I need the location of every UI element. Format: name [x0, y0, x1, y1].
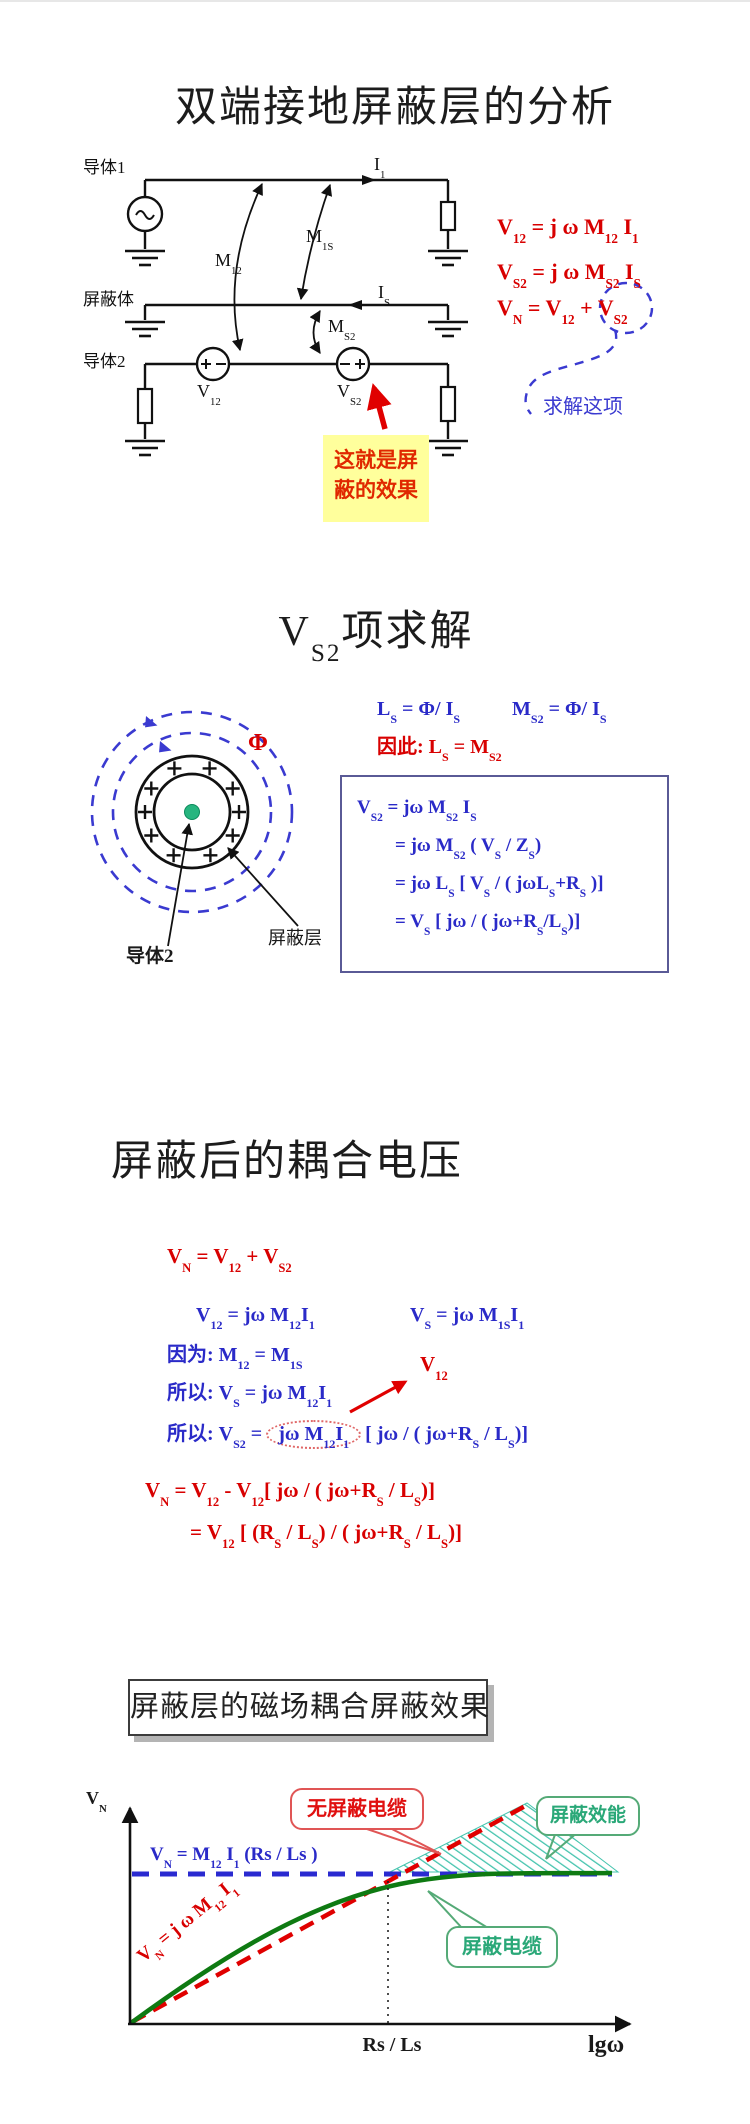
- current1-label: I1: [374, 154, 386, 181]
- v12-pointer-arrow: [349, 1380, 408, 1414]
- eq-vs-def: VS = jω M1SI1: [410, 1304, 525, 1333]
- resistor-icon: [439, 385, 457, 423]
- voltage-source-v12-icon: [195, 346, 231, 382]
- slide3-title: 屏蔽后的耦合电压: [110, 1139, 463, 1185]
- derivation-line: VS2 = jω MS2 IS: [357, 797, 477, 824]
- flux-line-outer: [90, 710, 294, 914]
- derivation-line: = jω MS2 ( VS / ZS): [395, 835, 542, 862]
- slide4-title: 屏蔽层的磁场耦合屏蔽效果: [128, 1679, 489, 1736]
- conductor2-dot-icon: [184, 804, 200, 820]
- slide1-title: 双端接地屏蔽层的分析: [175, 85, 616, 131]
- flux-label: Φ: [248, 730, 268, 756]
- vs2-source-label: VS2: [337, 381, 362, 408]
- equation-vs2: VS2 = j ω MS2 IS: [497, 259, 641, 292]
- x-tick-label: Rs / Ls: [362, 2034, 422, 2056]
- shield-current-label: IS: [378, 282, 391, 309]
- x-axis-label: lgω: [588, 2032, 625, 2058]
- voltage-source-vs2-icon: [335, 346, 371, 382]
- v12-reference-label: V12: [420, 1352, 448, 1383]
- eq-vn-sum: VN = V12 + VS2: [167, 1244, 292, 1275]
- slide2-title: VS2项求解: [278, 609, 474, 668]
- resistor-icon: [439, 200, 457, 232]
- derivation-line: = VS [ jω / ( jω+RS/LS)]: [395, 911, 581, 938]
- effectiveness-callout-tail: [545, 1831, 579, 1860]
- shielding-effect-graph: [121, 1802, 632, 2033]
- flux-arrow-icon: [145, 716, 158, 728]
- equation-vn: VN = V12 + VS2: [497, 295, 628, 328]
- eq-so1: 所以: VS = jω M12I1: [167, 1382, 333, 1411]
- shield-wire: [143, 303, 450, 320]
- solve-pointer-dashed-curve: [524, 329, 618, 415]
- cable-cross-section-diagram: [90, 710, 299, 947]
- mutual-m1s-arrow: [296, 183, 333, 301]
- shield-current-arrow-icon: [348, 300, 362, 310]
- shield-effect-highlight: 这就是屏 蔽的效果: [323, 435, 429, 522]
- shield-layer-label: 屏蔽层: [268, 928, 322, 948]
- shield-label: 屏蔽体: [83, 290, 134, 309]
- shield-outer-circle: [134, 754, 250, 870]
- v12-polarity-icon: [201, 359, 226, 369]
- conductor1-label: 导体1: [83, 158, 126, 177]
- ground-icon: [123, 439, 167, 457]
- mutual-m12-arrow: [231, 182, 263, 352]
- vs2-polarity-icon: [340, 359, 365, 369]
- unshielded-dashed-line: [130, 1803, 529, 2024]
- eq-so2-lead: 所以: VS2 =: [167, 1423, 263, 1452]
- circuit-diagram: [123, 175, 654, 457]
- derivation-line: = jω LS [ VS / ( jωLS+RS )]: [395, 873, 604, 900]
- mutual-m1s-label: M1S: [306, 226, 334, 253]
- conductor1-wire: [143, 178, 450, 249]
- solve-note: 求解这项: [543, 396, 623, 418]
- eq-v12-def: V12 = jω M12I1: [196, 1304, 315, 1333]
- conductor2-label: 导体2: [83, 352, 126, 371]
- shield-charge-plus-icons: [138, 761, 246, 863]
- derivation-box: VS2 = jω MS2 IS = jω MS2 ( VS / ZS) = jω…: [340, 775, 669, 973]
- conductor2-cross-label: 导体2: [126, 946, 174, 967]
- shield-effect-arrow-icon: [367, 383, 392, 430]
- shield-inner-circle: [152, 772, 232, 852]
- eq-vn-expanded1: VN = V12 - V12[ jω / ( jω+RS / LS)]: [145, 1478, 436, 1509]
- highlight-line: 蔽的效果: [334, 478, 418, 503]
- unshielded-callout-tail: [357, 1825, 442, 1855]
- equation-v12: V12 = j ω M12 I1: [497, 214, 639, 247]
- ground-icon: [123, 249, 167, 267]
- ground-icon: [426, 439, 470, 457]
- shielded-callout-tail: [427, 1890, 489, 1929]
- ground-icon: [426, 249, 470, 267]
- eq-so2-circled-term: jω M12I1: [266, 1420, 362, 1450]
- y-axis-label: VN: [86, 1788, 107, 1815]
- unshielded-callout: 无屏蔽电缆: [290, 1788, 424, 1830]
- eq-vn-expanded2: = V12 [ (RS / LS) / ( jω+RS / LS)]: [190, 1520, 463, 1551]
- resistor-icon: [136, 387, 154, 425]
- flux-arrow-icon: [159, 741, 172, 753]
- eq-because: 因为: M12 = M1S: [167, 1344, 303, 1373]
- conductor2-pointer-arrow: [167, 822, 193, 947]
- shielded-callout: 屏蔽电缆: [446, 1926, 558, 1968]
- flux-line-inner: [111, 731, 273, 893]
- eq-so2: 所以: VS2 = jω M12I1[ jω / ( jω+RS / LS)]: [167, 1420, 529, 1452]
- mutual-m12-label: M12: [215, 250, 242, 277]
- highlight-line: 这就是屏: [334, 448, 418, 472]
- shielded-curve: [129, 1870, 613, 2025]
- ground-icon: [123, 320, 167, 338]
- eq-therefore: 因此: LS = MS2: [377, 736, 502, 765]
- current1-arrow-icon: [362, 175, 376, 185]
- eq-ls: LS = Φ/ IS: [377, 698, 461, 727]
- eq-so2-tail: [ jω / ( jω+RS / LS)]: [365, 1423, 529, 1452]
- vs2-term-dashed-circle: [598, 281, 654, 335]
- mutual-ms2-label: MS2: [328, 316, 356, 343]
- effectiveness-callout: 屏蔽效能: [536, 1796, 640, 1836]
- v12-source-label: V12: [197, 381, 221, 408]
- eq-ms2: MS2 = Φ/ IS: [512, 698, 607, 727]
- ac-source-tilde-icon: [135, 210, 155, 220]
- mutual-ms2-arrow: [309, 309, 321, 354]
- v12-pointer-arrow-svg: [349, 1380, 408, 1414]
- conductor2-wire: [143, 362, 450, 439]
- shield-layer-pointer-arrow: [227, 847, 299, 927]
- asymptote-equation: VN = M12 I1 (Rs / Ls ): [150, 1844, 318, 1871]
- ground-icon: [426, 320, 470, 338]
